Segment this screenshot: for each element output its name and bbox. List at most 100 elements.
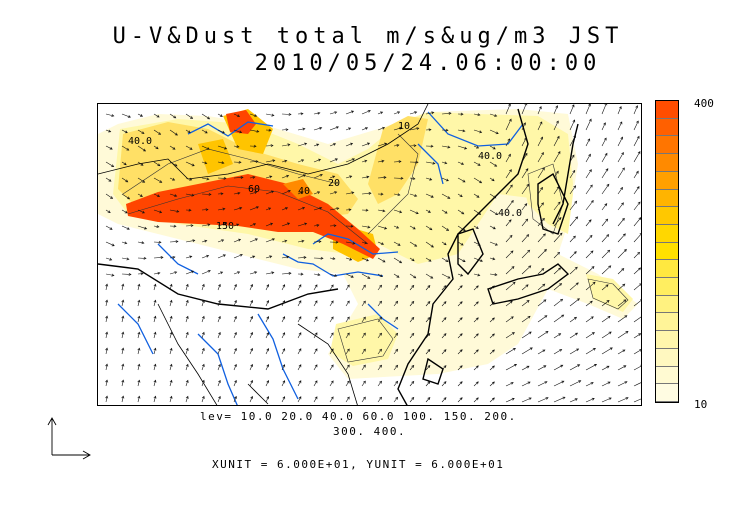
wind-vector <box>633 233 641 243</box>
wind-vector <box>169 315 173 323</box>
wind-vector <box>457 225 467 232</box>
wind-vector <box>633 251 641 259</box>
wind-vector <box>313 191 321 195</box>
wind-vector <box>441 111 452 115</box>
wind-vector <box>601 381 611 387</box>
wind-vector <box>473 193 480 198</box>
wind-vector <box>457 145 468 150</box>
wind-vector <box>569 380 582 387</box>
wind-vector <box>521 137 527 147</box>
wind-vector <box>393 380 399 387</box>
wind-vector <box>425 128 432 132</box>
wind-vector <box>265 284 269 291</box>
wind-vector <box>457 257 466 262</box>
wind-vector <box>489 225 496 230</box>
wind-vector <box>249 206 259 211</box>
wind-vector <box>505 347 516 355</box>
wind-vector <box>633 170 639 179</box>
wind-vector <box>329 257 336 260</box>
wind-vector <box>537 217 545 227</box>
wind-vector <box>137 129 145 134</box>
wind-vector <box>569 185 577 195</box>
wind-vector <box>313 332 318 339</box>
wind-vector <box>393 176 404 180</box>
wind-vector <box>361 273 371 279</box>
wind-vector <box>233 206 243 211</box>
wind-vector <box>393 284 399 291</box>
wind-vector <box>377 257 386 263</box>
wind-vector <box>329 332 334 339</box>
wind-vector <box>217 315 221 323</box>
wind-vector <box>377 284 382 291</box>
wind-vector <box>201 129 208 134</box>
wind-vector <box>425 144 434 148</box>
wind-vector <box>185 208 192 212</box>
wind-vector <box>249 238 258 243</box>
wind-vector <box>233 347 237 355</box>
wind-vector <box>601 284 609 291</box>
wind-vector <box>201 299 205 307</box>
wind-vector <box>377 241 385 245</box>
wind-vector <box>361 284 366 291</box>
wind-vector <box>505 364 518 371</box>
wind-vector <box>457 301 463 307</box>
wind-vector <box>457 317 463 323</box>
wind-vector <box>489 333 495 339</box>
wind-vector <box>505 281 516 291</box>
wind-vector <box>409 316 415 323</box>
wind-vector <box>249 347 253 355</box>
wind-vector <box>521 265 532 275</box>
wind-vector <box>409 160 419 164</box>
wind-vector <box>441 209 448 214</box>
wind-vector <box>537 299 547 307</box>
wind-vector <box>313 348 318 355</box>
wind-vector <box>457 273 464 277</box>
wind-vector <box>169 363 173 371</box>
wind-vector <box>185 315 189 323</box>
wind-vector <box>537 381 548 387</box>
wind-vector <box>441 193 451 199</box>
wind-vector <box>585 219 592 227</box>
wind-vector <box>489 113 498 117</box>
wind-vector <box>233 160 242 164</box>
wind-vector <box>153 347 157 355</box>
wind-vector <box>233 299 237 307</box>
wind-vector <box>153 299 157 307</box>
wind-vector <box>473 365 479 371</box>
wind-vector <box>265 396 269 403</box>
contour-label: 150 <box>216 221 234 232</box>
wind-vector <box>489 161 498 167</box>
wind-vector <box>633 382 641 387</box>
wind-vector <box>121 113 131 118</box>
wind-vector <box>569 398 578 403</box>
colorbar-segment <box>656 348 678 367</box>
wind-vector <box>313 206 323 211</box>
wind-vector <box>585 169 592 179</box>
wind-vector <box>345 316 350 323</box>
wind-vector <box>425 365 431 371</box>
wind-vector <box>281 316 286 323</box>
wind-vector <box>425 193 434 198</box>
wind-vector <box>313 380 318 387</box>
wind-vector <box>297 316 302 323</box>
wind-vector <box>281 159 288 163</box>
wind-vector <box>281 271 292 275</box>
wind-vector <box>345 273 354 278</box>
colorbar <box>655 100 679 403</box>
wind-vector <box>537 248 547 259</box>
wind-vector <box>105 347 109 355</box>
wind-vector <box>425 225 433 231</box>
wind-vector <box>185 239 196 243</box>
wind-vector <box>297 112 304 116</box>
wind-vector <box>137 363 141 371</box>
wind-vector <box>409 380 415 387</box>
wind-vector <box>569 266 578 275</box>
wind-vector <box>169 161 178 167</box>
wind-vector <box>617 186 623 195</box>
wind-vector <box>473 301 479 307</box>
wind-vector <box>297 380 302 387</box>
wind-vector <box>201 270 211 275</box>
wind-vector <box>617 299 627 307</box>
wind-vector <box>121 331 125 339</box>
wind-vector <box>473 225 479 229</box>
